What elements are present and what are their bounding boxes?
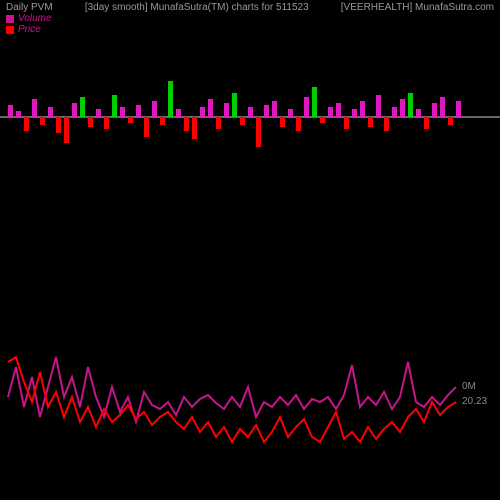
price-volume-line-chart: 0M 20.23 xyxy=(0,247,500,497)
legend-label-price: Price xyxy=(18,24,41,35)
price-end-label: 20.23 xyxy=(462,396,487,407)
header-left: Daily PVM xyxy=(6,2,53,13)
legend-item-volume: Volume xyxy=(6,13,494,24)
pvm-bar-svg xyxy=(0,37,500,197)
legend-swatch-price xyxy=(6,26,14,34)
legend-swatch-volume xyxy=(6,15,14,23)
chart-spacer xyxy=(0,197,500,247)
header-center: [3day smooth] MunafaSutra(TM) charts for… xyxy=(85,2,309,13)
header-right: [VEERHEALTH] MunafaSutra.com xyxy=(341,2,494,13)
volume-end-label: 0M xyxy=(462,381,476,392)
legend-item-price: Price xyxy=(6,24,494,35)
line-chart-svg xyxy=(0,247,500,497)
chart-header: Daily PVM [3day smooth] MunafaSutra(TM) … xyxy=(0,0,500,13)
chart-legend: Volume Price xyxy=(0,13,500,37)
legend-label-volume: Volume xyxy=(18,13,52,24)
pvm-bar-chart xyxy=(0,37,500,197)
